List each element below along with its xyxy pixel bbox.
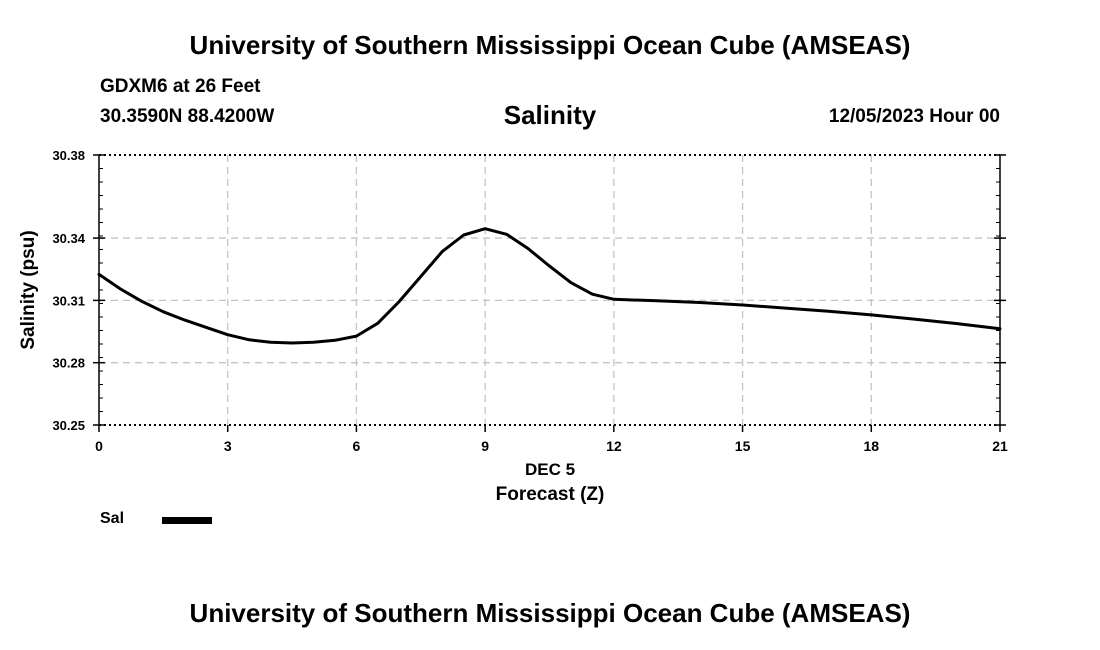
coordinates-label: 30.3590N 88.4200W — [100, 106, 275, 127]
y-axis-label: Salinity (psu) — [18, 230, 39, 349]
y-tick-label: 30.34 — [52, 231, 85, 246]
footer-title: University of Southern Mississippi Ocean… — [189, 598, 911, 628]
axes — [93, 154, 1006, 432]
x-tick-label: 0 — [95, 438, 103, 454]
legend-label: Sal — [100, 510, 125, 527]
x-tick-label: 18 — [863, 438, 879, 454]
page-title: University of Southern Mississippi Ocean… — [189, 30, 911, 60]
chart-title: Salinity — [503, 100, 597, 130]
x-tick-label: 3 — [224, 438, 232, 454]
x-tick-label: 6 — [353, 438, 361, 454]
x-tick-label: 21 — [992, 438, 1008, 454]
series-layer — [97, 227, 1002, 345]
y-tick-label: 30.38 — [52, 148, 85, 163]
y-tick-label: 30.25 — [52, 418, 85, 433]
datetime-label: 12/05/2023 Hour 00 — [828, 106, 1000, 127]
y-tick-label: 30.28 — [52, 356, 85, 371]
x-tick-label: 15 — [735, 438, 751, 454]
y-tick-label: 30.31 — [52, 293, 85, 308]
axis-labels: DEC 5 Forecast (Z) Salinity (psu) 30.25 3… — [18, 148, 1008, 505]
legend-swatch — [162, 517, 212, 524]
x-tick-label: 12 — [606, 438, 622, 454]
x-axis-label: Forecast (Z) — [496, 484, 605, 505]
x-date-label: DEC 5 — [525, 460, 575, 479]
x-tick-label: 9 — [481, 438, 489, 454]
station-label: GDXM6 at 26 Feet — [100, 76, 261, 97]
grid-lines — [99, 155, 1000, 425]
series-line-sal — [97, 227, 1002, 345]
